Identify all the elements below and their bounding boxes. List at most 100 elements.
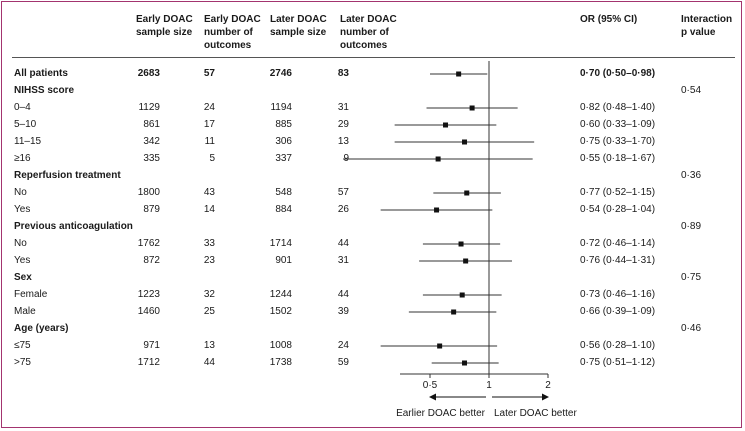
cell-later-out: 31	[337, 102, 349, 113]
cell-early-out: 25	[203, 306, 215, 317]
header-or: OR (95% CI)	[580, 13, 637, 26]
row-label: No	[14, 187, 27, 198]
cell-later-out: 29	[337, 119, 349, 130]
cell-later-out: 44	[337, 238, 349, 249]
cell-early-out: 24	[203, 102, 215, 113]
cell-early-out: 13	[203, 340, 215, 351]
row-label: All patients	[14, 68, 68, 79]
cell-later-out: 39	[337, 306, 349, 317]
cell-early-out: 44	[203, 357, 215, 368]
cell-later-out: 44	[337, 289, 349, 300]
or-point	[456, 71, 462, 77]
cell-early-out: 5	[209, 153, 215, 164]
cell-early-n: 2683	[137, 68, 160, 79]
or-point	[437, 343, 443, 349]
header-text: Later DOAC	[340, 14, 397, 25]
cell-early-out: 33	[203, 238, 215, 249]
cell-early-n: 335	[143, 153, 160, 164]
or-ci-text: 0·76 (0·44–1·31)	[580, 255, 656, 266]
row-label: 11–15	[14, 136, 42, 147]
or-ci-text: 0·82 (0·48–1·40)	[580, 102, 656, 113]
cell-later-n: 1738	[269, 357, 292, 368]
or-ci-text: 0·77 (0·52–1·15)	[580, 187, 656, 198]
row-label: Female	[14, 289, 48, 300]
arrow-left-head	[429, 393, 436, 401]
group-header: Reperfusion treatment	[14, 170, 121, 181]
arrow-right-head	[542, 393, 549, 401]
interaction-p-value: 0·75	[681, 272, 702, 283]
or-point	[434, 207, 440, 213]
or-ci-text: 0·66 (0·39–1·09)	[580, 306, 656, 317]
cell-later-n: 337	[275, 153, 292, 164]
cell-later-n: 1244	[269, 289, 292, 300]
header-text: sample size	[136, 27, 193, 38]
or-point	[451, 309, 457, 315]
cell-later-n: 885	[275, 119, 292, 130]
cell-early-out: 43	[203, 187, 215, 198]
or-ci-text: 0·60 (0·33–1·09)	[580, 119, 656, 130]
cell-early-out: 17	[203, 119, 215, 130]
header-later-outcomes: Later DOAC number of outcomes	[340, 13, 397, 52]
interaction-p-value: 0·54	[681, 85, 702, 96]
x-tick-label: 1	[486, 380, 492, 391]
row-label: ≥16	[14, 153, 31, 164]
caption-earlier-better: Earlier DOAC better	[396, 408, 486, 419]
row-label: ≤75	[14, 340, 31, 351]
interaction-p-value: 0·46	[681, 323, 702, 334]
cell-later-n: 1008	[269, 340, 292, 351]
header-early-sample-size: Early DOAC sample size	[136, 13, 193, 39]
interaction-p-value: 0·89	[681, 221, 702, 232]
group-header: Age (years)	[14, 323, 69, 334]
group-header: Previous anticoagulation	[14, 221, 133, 232]
cell-later-out: 26	[337, 204, 349, 215]
or-point	[463, 258, 469, 264]
or-ci-text: 0·54 (0·28–1·04)	[580, 204, 656, 215]
cell-later-n: 2746	[269, 68, 292, 79]
cell-early-n: 1712	[137, 357, 160, 368]
cell-early-out: 57	[203, 68, 215, 79]
cell-later-n: 1502	[269, 306, 292, 317]
header-text: Early DOAC	[136, 14, 193, 25]
or-point	[435, 156, 441, 162]
or-point	[443, 122, 449, 128]
cell-early-out: 11	[204, 136, 215, 147]
or-point	[462, 360, 468, 366]
header-interaction: Interaction p value	[681, 13, 732, 39]
or-ci-text: 0·72 (0·46–1·14)	[580, 238, 656, 249]
cell-later-out: 59	[337, 357, 349, 368]
cell-early-n: 1129	[138, 102, 160, 113]
header-text: outcomes	[204, 40, 252, 51]
header-text: OR (95% CI)	[580, 14, 638, 25]
row-label: Male	[14, 306, 36, 317]
header-text: sample size	[270, 27, 327, 38]
cell-early-n: 1762	[137, 238, 160, 249]
row-label: Yes	[14, 204, 31, 215]
or-ci-text: 0·73 (0·46–1·16)	[580, 289, 656, 300]
header-text: Early DOAC	[204, 14, 261, 25]
group-header: Sex	[14, 272, 32, 283]
cell-later-n: 884	[275, 204, 292, 215]
or-ci-text: 0·75 (0·51–1·12)	[580, 357, 656, 368]
cell-early-out: 32	[203, 289, 215, 300]
row-label: >75	[14, 357, 31, 368]
cell-early-n: 971	[143, 340, 160, 351]
row-label: 5–10	[14, 119, 37, 130]
caption-later-better: Later DOAC better	[494, 408, 577, 419]
or-point	[464, 190, 470, 196]
or-point	[462, 139, 468, 145]
or-ci-text: 0·56 (0·28–1·10)	[580, 340, 656, 351]
cell-later-n: 306	[275, 136, 292, 147]
or-point	[469, 105, 475, 111]
cell-later-out: 57	[337, 187, 349, 198]
cell-early-n: 342	[143, 136, 160, 147]
header-early-outcomes: Early DOAC number of outcomes	[204, 13, 261, 52]
header-rule	[12, 57, 735, 58]
cell-later-out: 83	[337, 68, 349, 79]
header-later-sample-size: Later DOAC sample size	[270, 13, 327, 39]
cell-later-n: 548	[275, 187, 292, 198]
group-header: NIHSS score	[14, 85, 75, 96]
cell-early-n: 872	[143, 255, 160, 266]
cell-early-out: 23	[203, 255, 215, 266]
